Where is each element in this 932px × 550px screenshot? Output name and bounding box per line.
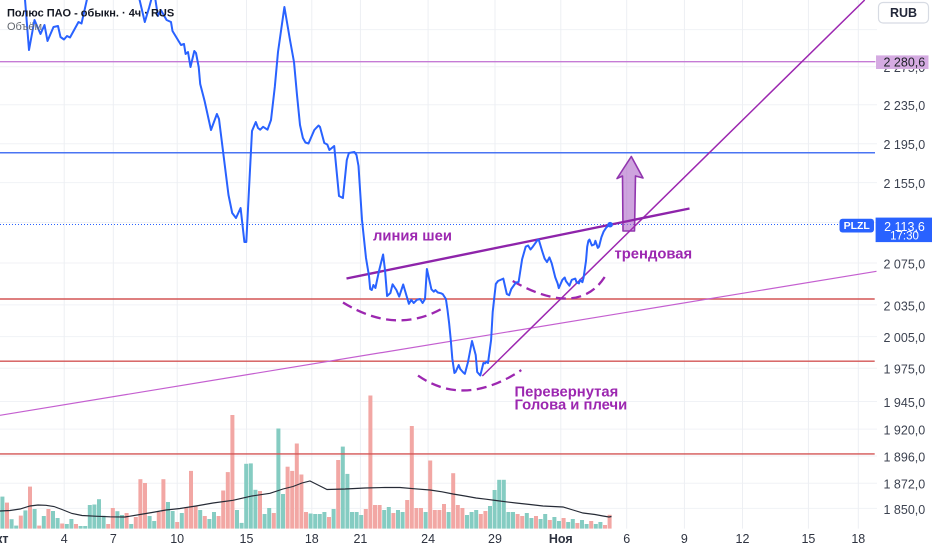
svg-text:RUB: RUB xyxy=(890,6,917,20)
svg-text:2 195,0: 2 195,0 xyxy=(884,138,926,152)
svg-text:PLZL: PLZL xyxy=(844,220,871,232)
svg-text:2 113,6: 2 113,6 xyxy=(884,220,925,234)
svg-text:18: 18 xyxy=(851,532,865,546)
svg-text:Окт: Окт xyxy=(0,532,9,546)
svg-text:12: 12 xyxy=(736,532,750,546)
svg-text:29: 29 xyxy=(488,532,502,546)
svg-text:2 005,0: 2 005,0 xyxy=(884,331,926,345)
svg-text:15: 15 xyxy=(801,532,815,546)
svg-text:1 850,0: 1 850,0 xyxy=(884,503,926,517)
svg-text:1 920,0: 1 920,0 xyxy=(884,424,926,438)
svg-text:9: 9 xyxy=(681,532,688,546)
svg-text:24: 24 xyxy=(421,532,435,546)
svg-text:2 235,0: 2 235,0 xyxy=(884,99,926,113)
svg-text:Перевернутая: Перевернутая xyxy=(515,385,619,401)
svg-text:21: 21 xyxy=(353,532,367,546)
svg-text:Полюс ПАО - обыкн. · 4ч · RUS: Полюс ПАО - обыкн. · 4ч · RUS xyxy=(7,7,174,19)
svg-text:Объём: Объём xyxy=(7,21,42,33)
svg-text:Ноя: Ноя xyxy=(549,532,573,546)
svg-text:1 872,0: 1 872,0 xyxy=(884,478,926,492)
svg-text:линия шеи: линия шеи xyxy=(373,229,452,245)
svg-text:2 155,0: 2 155,0 xyxy=(884,177,926,191)
svg-text:10: 10 xyxy=(170,532,184,546)
svg-text:15: 15 xyxy=(240,532,254,546)
svg-text:4: 4 xyxy=(61,532,68,546)
svg-text:18: 18 xyxy=(305,532,319,546)
svg-text:трендовая: трендовая xyxy=(615,247,693,263)
svg-text:17:30: 17:30 xyxy=(890,231,919,243)
svg-text:1 896,0: 1 896,0 xyxy=(884,450,926,464)
svg-text:7: 7 xyxy=(110,532,117,546)
svg-text:6: 6 xyxy=(623,532,630,546)
svg-text:Голова и плечи: Голова и плечи xyxy=(515,398,628,414)
svg-text:1 975,0: 1 975,0 xyxy=(884,363,926,377)
svg-text:1 945,0: 1 945,0 xyxy=(884,396,926,410)
svg-text:2 075,0: 2 075,0 xyxy=(884,257,926,271)
svg-text:2 280,6: 2 280,6 xyxy=(884,56,926,70)
svg-text:2 035,0: 2 035,0 xyxy=(884,299,926,313)
